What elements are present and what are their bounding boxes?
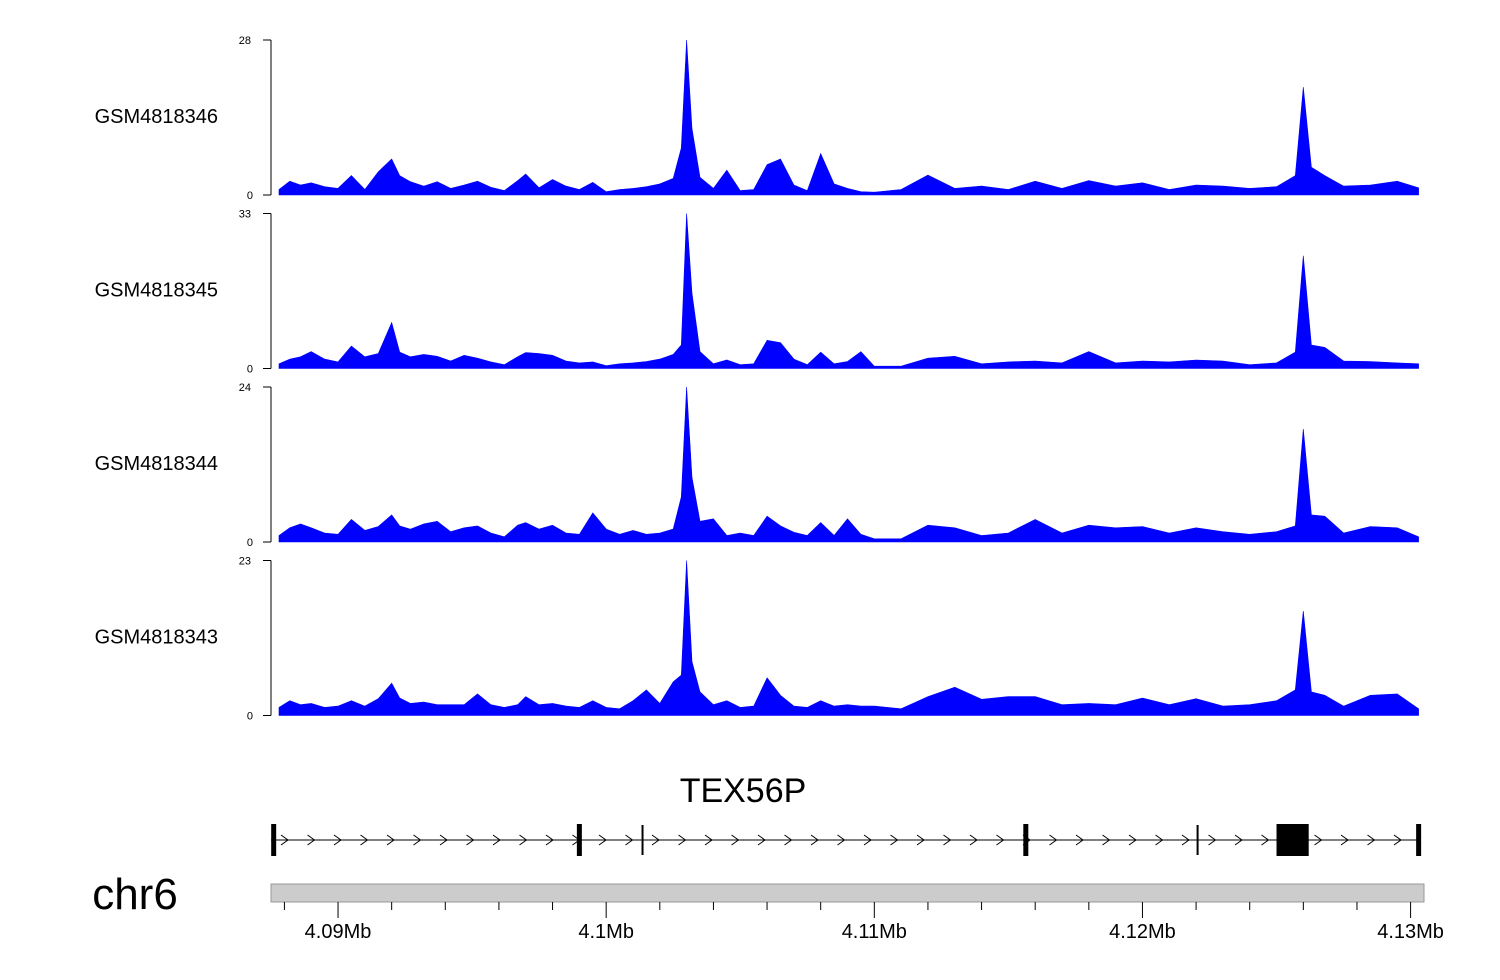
strand-arrow (969, 834, 978, 846)
signal-area (278, 560, 1419, 716)
strand-arrow (1393, 834, 1402, 846)
signal-track: GSM4818345 33 0 (95, 209, 1419, 376)
strand-arrow (731, 834, 740, 846)
strand-arrow (1128, 834, 1137, 846)
y-min-label: 0 (247, 364, 253, 376)
strand-arrow (996, 834, 1005, 846)
strand-arrow (784, 834, 793, 846)
strand-arrow (492, 834, 501, 846)
strand-arrow (837, 834, 846, 846)
strand-arrow (1075, 834, 1084, 846)
strand-arrow (466, 834, 475, 846)
strand-arrow (1367, 834, 1376, 846)
y-min-label: 0 (247, 711, 253, 723)
track-name-label: GSM4818344 (95, 453, 218, 475)
strand-arrow (916, 834, 925, 846)
strand-arrow (1208, 834, 1217, 846)
chromosome-ideogram (270, 883, 1425, 903)
strand-arrow (307, 834, 316, 846)
strand-arrow (333, 834, 342, 846)
strand-arrow (413, 834, 422, 846)
strand-arrow (704, 834, 713, 846)
signal-track: GSM4818346 28 0 (95, 35, 1419, 202)
exon (1416, 824, 1422, 856)
strand-arrow (757, 834, 766, 846)
exon (641, 825, 644, 855)
strand-arrow (360, 834, 369, 846)
track-name-label: GSM4818346 (95, 106, 218, 128)
chromosome-track: chr6 4.09Mb 4.1Mb 4.11Mb 4.12Mb 4.13Mb (92, 870, 1444, 943)
x-axis-tick-label: 4.13Mb (1377, 921, 1444, 943)
gene-track: TEX56P (271, 772, 1422, 856)
strand-arrow (1314, 834, 1323, 846)
strand-arrow (1155, 834, 1164, 846)
track-name-label: GSM4818343 (95, 627, 218, 649)
signal-tracks: GSM4818346280GSM4818345330GSM4818344240G… (95, 35, 1419, 723)
track-name-label: GSM4818345 (95, 280, 218, 302)
strand-arrow (890, 834, 899, 846)
strand-arrow (943, 834, 952, 846)
y-max-label: 24 (239, 382, 251, 394)
strand-arrow (1181, 834, 1190, 846)
strand-arrow (678, 834, 687, 846)
y-min-label: 0 (247, 537, 253, 549)
strand-arrow (519, 834, 528, 846)
strand-arrow (545, 834, 554, 846)
y-min-label: 0 (247, 190, 253, 202)
y-max-label: 28 (239, 35, 251, 47)
strand-arrow (1261, 834, 1270, 846)
strand-arrow (1049, 834, 1058, 846)
x-axis-tick-label: 4.11Mb (842, 921, 907, 943)
strand-arrow (598, 834, 607, 846)
strand-arrow (1234, 834, 1243, 846)
exon (1023, 824, 1029, 856)
signal-area (278, 39, 1419, 196)
signal-area (278, 386, 1419, 543)
exon (1276, 824, 1309, 856)
strand-arrow (1102, 834, 1111, 846)
y-max-label: 23 (239, 556, 251, 568)
strand-arrow (386, 834, 395, 846)
strand-arrow (625, 834, 634, 846)
exon (1196, 825, 1199, 855)
x-axis-tick-label: 4.09Mb (305, 921, 372, 943)
gene-name-label: TEX56P (680, 772, 807, 810)
strand-arrow (651, 834, 660, 846)
strand-arrow (1340, 834, 1349, 846)
signal-track: GSM4818343 23 0 (95, 556, 1419, 723)
y-max-label: 33 (239, 209, 251, 221)
chromosome-label: chr6 (92, 870, 178, 919)
signal-track: GSM4818344 24 0 (95, 382, 1419, 549)
exon (576, 824, 582, 856)
strand-arrow (280, 834, 289, 846)
strand-arrow (810, 834, 819, 846)
strand-arrow (863, 834, 872, 846)
x-axis-tick-label: 4.1Mb (578, 921, 634, 943)
exon (271, 824, 277, 856)
signal-area (278, 213, 1419, 369)
strand-arrow (439, 834, 448, 846)
x-axis-tick-label: 4.12Mb (1109, 921, 1176, 943)
